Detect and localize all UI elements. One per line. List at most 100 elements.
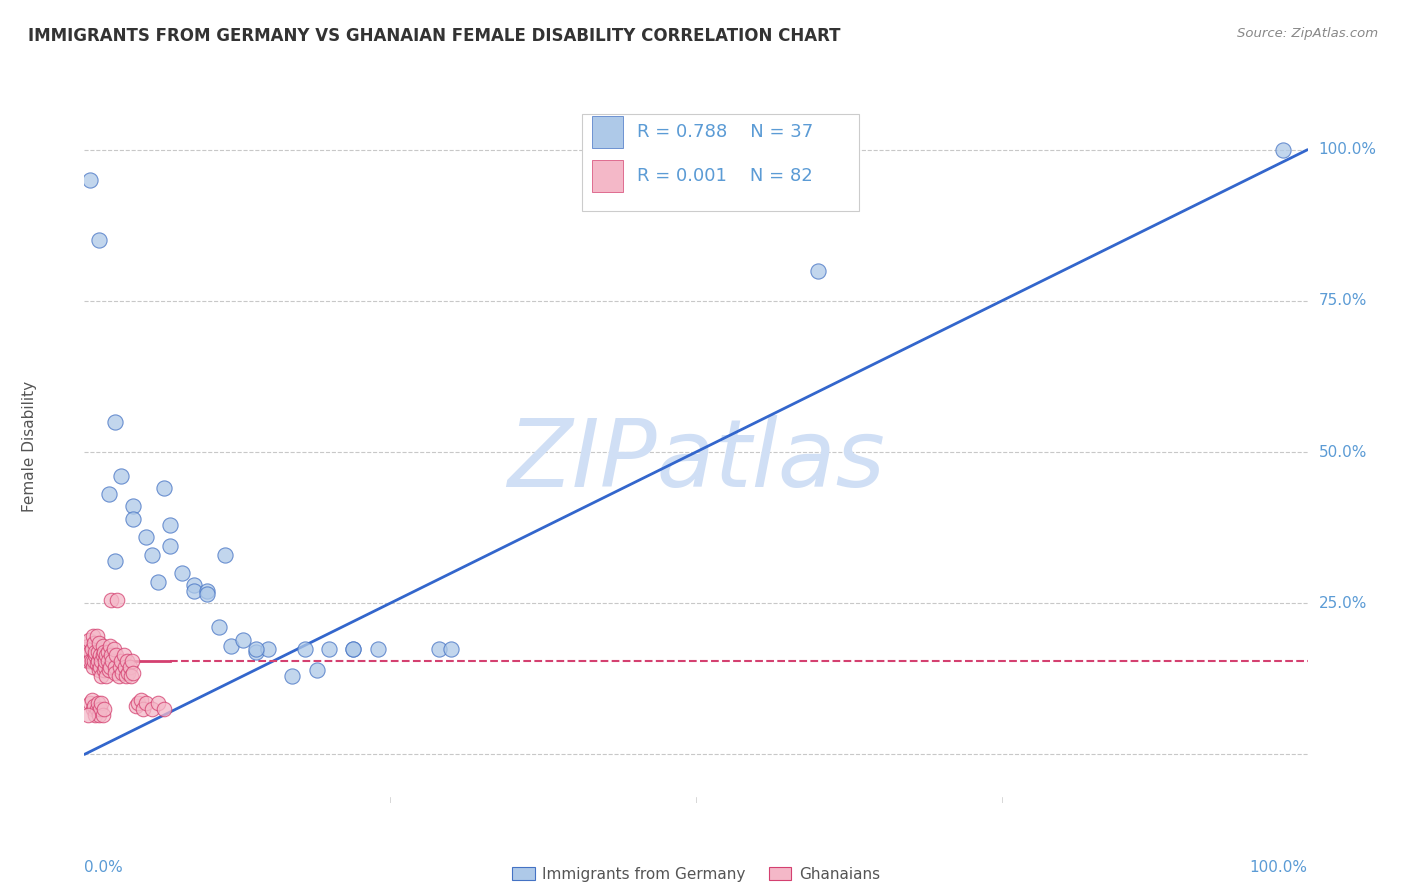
- Text: 0.0%: 0.0%: [84, 860, 124, 875]
- Point: [84, 708, 107, 723]
- Point: [135, 530, 157, 544]
- Point: [232, 632, 254, 647]
- Point: [76, 650, 98, 665]
- Point: [96, 669, 118, 683]
- Point: [86, 702, 108, 716]
- Point: [108, 659, 131, 673]
- Point: [77, 632, 100, 647]
- Point: [195, 587, 218, 601]
- Point: [110, 654, 132, 668]
- Text: Source: ZipAtlas.com: Source: ZipAtlas.com: [1237, 27, 1378, 40]
- Point: [318, 641, 340, 656]
- Point: [208, 620, 231, 634]
- Point: [122, 500, 145, 514]
- Point: [146, 575, 169, 590]
- Point: [342, 641, 364, 656]
- Point: [94, 654, 117, 668]
- Text: ZIPatlas: ZIPatlas: [508, 415, 884, 506]
- Point: [294, 641, 316, 656]
- Point: [129, 693, 152, 707]
- Point: [107, 669, 129, 683]
- Point: [104, 659, 127, 673]
- Point: [80, 693, 103, 707]
- Point: [90, 696, 112, 710]
- Point: [94, 659, 117, 673]
- Point: [104, 665, 127, 680]
- FancyBboxPatch shape: [582, 114, 859, 211]
- Point: [105, 648, 128, 662]
- Point: [1272, 143, 1295, 157]
- Point: [91, 639, 114, 653]
- Point: [84, 648, 107, 662]
- Legend: Immigrants from Germany, Ghanaians: Immigrants from Germany, Ghanaians: [506, 861, 886, 888]
- Point: [257, 641, 280, 656]
- Point: [87, 645, 110, 659]
- Point: [153, 481, 176, 495]
- Point: [75, 641, 97, 656]
- Point: [122, 511, 145, 525]
- Point: [125, 699, 148, 714]
- Point: [79, 654, 101, 668]
- Point: [195, 584, 218, 599]
- Point: [118, 659, 141, 673]
- Point: [97, 487, 120, 501]
- Point: [367, 641, 389, 656]
- Point: [79, 696, 101, 710]
- Point: [87, 696, 110, 710]
- Point: [111, 665, 134, 680]
- Text: 75.0%: 75.0%: [1319, 293, 1367, 309]
- Point: [89, 702, 111, 716]
- Point: [159, 517, 181, 532]
- Point: [87, 635, 110, 649]
- Point: [96, 648, 118, 662]
- Text: 100.0%: 100.0%: [1319, 142, 1376, 157]
- Point: [87, 708, 110, 723]
- Point: [183, 584, 205, 599]
- Point: [427, 641, 450, 656]
- Point: [172, 566, 194, 580]
- Point: [90, 654, 112, 668]
- Point: [97, 663, 120, 677]
- Point: [132, 702, 155, 716]
- FancyBboxPatch shape: [592, 116, 623, 148]
- Point: [127, 696, 149, 710]
- Text: 50.0%: 50.0%: [1319, 444, 1367, 459]
- Point: [77, 708, 100, 723]
- Point: [83, 654, 105, 668]
- Point: [141, 702, 163, 716]
- Point: [183, 578, 205, 592]
- Point: [281, 669, 304, 683]
- Point: [110, 469, 132, 483]
- Point: [87, 233, 110, 247]
- Point: [245, 645, 267, 659]
- Point: [146, 696, 169, 710]
- Point: [114, 659, 136, 673]
- Point: [135, 696, 157, 710]
- Point: [219, 639, 242, 653]
- Point: [93, 645, 115, 659]
- Point: [141, 548, 163, 562]
- Point: [86, 630, 108, 644]
- Point: [80, 654, 103, 668]
- Point: [120, 669, 142, 683]
- Point: [93, 702, 115, 716]
- Text: 25.0%: 25.0%: [1319, 596, 1367, 611]
- Point: [89, 659, 111, 673]
- Point: [86, 657, 108, 671]
- Point: [87, 654, 110, 668]
- Point: [82, 702, 104, 716]
- Point: [90, 669, 112, 683]
- Point: [82, 659, 104, 673]
- Point: [121, 654, 143, 668]
- Text: R = 0.001    N = 82: R = 0.001 N = 82: [637, 168, 813, 186]
- Point: [98, 639, 121, 653]
- Point: [115, 654, 138, 668]
- FancyBboxPatch shape: [592, 161, 623, 193]
- Point: [82, 630, 104, 644]
- Point: [245, 641, 267, 656]
- Point: [76, 641, 98, 656]
- Point: [77, 648, 100, 662]
- Point: [342, 641, 364, 656]
- Point: [89, 648, 111, 662]
- Point: [98, 659, 121, 673]
